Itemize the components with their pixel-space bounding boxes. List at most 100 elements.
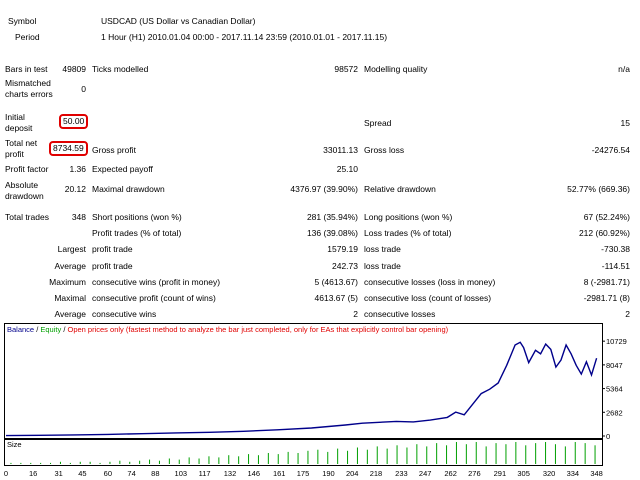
max-wins-value: 5 (4613.67) (314, 277, 358, 287)
max-losses-label: consecutive losses (loss in money) (364, 277, 496, 287)
trades-label: Total trades (5, 212, 49, 222)
y-axis-ticks: 10729 8047 5364 2682 0 (602, 337, 627, 441)
main-plot-frame (4, 323, 603, 439)
trades-value: 348 (71, 212, 86, 222)
maximal-profit-label: consecutive profit (count of wins) (92, 293, 216, 303)
x-tick-label: 291 (494, 469, 507, 478)
initial-value: 50.00 (63, 116, 85, 126)
y-tick-label: 2682 (606, 408, 623, 417)
average-profit-label: profit trade (92, 261, 133, 271)
avg-losses-value: 2 (625, 309, 630, 319)
x-tick-label: 45 (78, 469, 86, 478)
symbol-value: USDCAD (US Dollar vs Canadian Dollar) (101, 16, 256, 26)
average-label: Average (54, 261, 86, 271)
y-tick-label: 10729 (606, 337, 627, 346)
quality-value: n/a (618, 64, 630, 74)
y-tick-label: 8047 (606, 361, 623, 370)
profit-trades-label: Profit trades (% of total) (92, 228, 182, 238)
x-tick-label: 60 (104, 469, 112, 478)
x-tick-label: 218 (370, 469, 383, 478)
size-label: Size (7, 440, 22, 449)
grossloss-value: -24276.54 (591, 145, 630, 155)
x-tick-label: 320 (543, 469, 556, 478)
absdd-value: 20.12 (64, 184, 86, 194)
reldd-value: 52.77% (669.36) (567, 184, 630, 194)
x-tick-label: 0 (4, 469, 8, 478)
x-tick-label: 16 (29, 469, 37, 478)
x-tick-label: 175 (297, 469, 310, 478)
grossprofit-label: Gross profit (92, 145, 136, 155)
x-tick-label: 247 (419, 469, 432, 478)
x-tick-label: 305 (517, 469, 530, 478)
legend-sep-2: / (61, 325, 67, 334)
legend-note: Open prices only (fastest method to anal… (68, 325, 449, 334)
x-tick-label: 334 (567, 469, 580, 478)
period-value: 1 Hour (H1) 2010.01.04 00:00 - 2017.11.1… (101, 32, 388, 42)
loss-trades-value: 212 (60.92%) (578, 228, 630, 238)
legend-sep-1: / (34, 325, 40, 334)
payoff-value: 25.10 (336, 164, 358, 174)
spread-label: Spread (364, 118, 392, 128)
maxdd-label: Maximal drawdown (92, 184, 165, 194)
maxdd-value: 4376.97 (39.90%) (290, 184, 358, 194)
x-tick-label: 161 (273, 469, 286, 478)
series-line-balance (5, 341, 598, 437)
absdd-label-1: Absolute (5, 180, 39, 190)
quality-label: Modelling quality (364, 64, 428, 74)
avg-losses-label: consecutive losses (364, 309, 436, 319)
maximum-label: Maximum (49, 277, 86, 287)
maximal-loss-value: -2981.71 (8) (583, 293, 630, 303)
initial-label-1: Initial (5, 112, 25, 122)
average-loss-value: -114.51 (601, 261, 630, 271)
x-tick-label: 74 (127, 469, 135, 478)
x-axis: 0 16 31 45 60 74 88 103 117 132 146 161 175 190 204 218… (4, 469, 603, 478)
avg-wins-label: consecutive wins (92, 309, 157, 319)
mismatched-label-2: charts errors (5, 89, 53, 99)
pf-value: 1.36 (69, 164, 86, 174)
y-tick-label: 5364 (606, 385, 623, 394)
avg-label: Average (54, 309, 86, 319)
netprofit-value-highlight: 8734.59 (49, 141, 88, 156)
bars-value: 49809 (62, 64, 86, 74)
x-tick-label: 146 (248, 469, 261, 478)
maximal-loss-label: consecutive loss (count of losses) (364, 293, 492, 303)
legend-equity: Equity (40, 325, 61, 334)
short-value: 281 (35.94%) (306, 212, 358, 222)
loss-trades-label: Loss trades (% of total) (364, 228, 452, 238)
ticks-label: Ticks modelled (92, 64, 149, 74)
x-tick-label: 348 (590, 469, 603, 478)
x-tick-label: 190 (322, 469, 335, 478)
short-label: Short positions (won %) (92, 212, 182, 222)
x-tick-label: 132 (224, 469, 237, 478)
long-label: Long positions (won %) (364, 212, 453, 222)
max-losses-value: 8 (-2981.71) (583, 277, 630, 287)
payoff-label: Expected payoff (92, 164, 153, 174)
pf-label: Profit factor (5, 164, 49, 174)
grossprofit-value: 33011.13 (323, 145, 358, 155)
size-bars (10, 442, 596, 464)
x-tick-label: 233 (395, 469, 408, 478)
largest-loss-label: loss trade (364, 244, 401, 254)
chart-series (5, 341, 598, 437)
x-tick-label: 117 (199, 469, 211, 478)
spread-value: 15 (620, 118, 630, 128)
x-tick-label: 88 (151, 469, 159, 478)
average-profit-value: 242.73 (332, 261, 358, 271)
absdd-label-2: drawdown (5, 191, 44, 201)
balance-chart: Balance / Equity / Open prices only (fas… (4, 323, 627, 466)
long-value: 67 (52.24%) (583, 212, 630, 222)
largest-loss-value: -730.38 (601, 244, 630, 254)
reldd-label: Relative drawdown (364, 184, 436, 194)
initial-label-2: deposit (5, 123, 33, 133)
period-label: Period (15, 32, 40, 42)
size-plot-frame (4, 439, 603, 466)
y-tick-label: 0 (606, 432, 610, 441)
x-tick-label: 262 (444, 469, 457, 478)
largest-label: Largest (57, 244, 86, 254)
largest-profit-label: profit trade (92, 244, 133, 254)
avg-wins-value: 2 (353, 309, 358, 319)
maximal-profit-value: 4613.67 (5) (314, 293, 358, 303)
initial-value-highlight: 50.00 (59, 114, 89, 129)
x-tick-label: 103 (175, 469, 188, 478)
mismatched-label-1: Mismatched (5, 78, 51, 88)
